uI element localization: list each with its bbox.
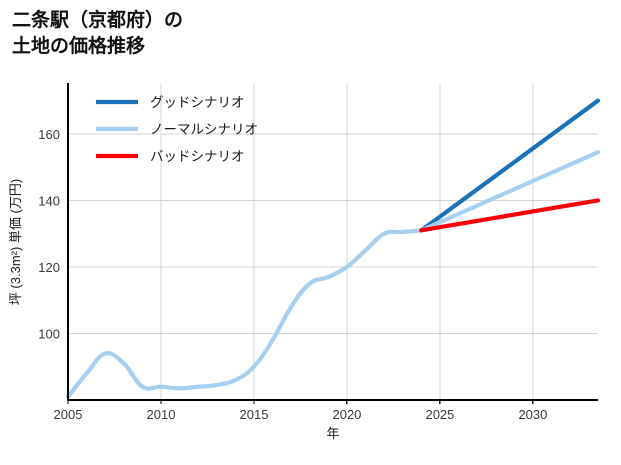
axis-lines xyxy=(66,83,598,402)
y-tick-label: 120 xyxy=(38,260,60,275)
data-series xyxy=(65,98,601,399)
legend-label-bad: バッドシナリオ xyxy=(150,149,245,164)
x-axis-title: 年 xyxy=(326,426,339,441)
x-tick-label: 2020 xyxy=(332,407,361,422)
x-tick-label: 2030 xyxy=(518,407,547,422)
legend-label-normal: ノーマルシナリオ xyxy=(150,122,258,137)
x-tick-label: 2025 xyxy=(425,407,454,422)
series-line-bad xyxy=(419,198,601,233)
series-line-history xyxy=(65,228,424,399)
x-tick-label: 2010 xyxy=(147,407,176,422)
y-axis-tick-labels: 100 120 140 160 xyxy=(38,127,60,342)
y-axis-title: 坪 (3.3m²) 単価 (万円) xyxy=(8,179,23,305)
x-axis-tick-labels: 2005 2010 2015 2020 2025 2030 xyxy=(54,407,548,422)
chart-title: 二条駅（京都府）の 土地の価格推移 xyxy=(12,10,184,58)
y-tick-label: 100 xyxy=(38,326,60,341)
series-line-normal xyxy=(419,150,601,233)
x-tick-label: 2005 xyxy=(54,407,83,422)
y-tick-label: 140 xyxy=(38,193,60,208)
x-tick-label: 2015 xyxy=(240,407,269,422)
series-line-good xyxy=(419,98,601,233)
legend-label-good: グッドシナリオ xyxy=(150,95,245,110)
y-tick-label: 160 xyxy=(38,127,60,142)
gridlines xyxy=(68,84,598,400)
